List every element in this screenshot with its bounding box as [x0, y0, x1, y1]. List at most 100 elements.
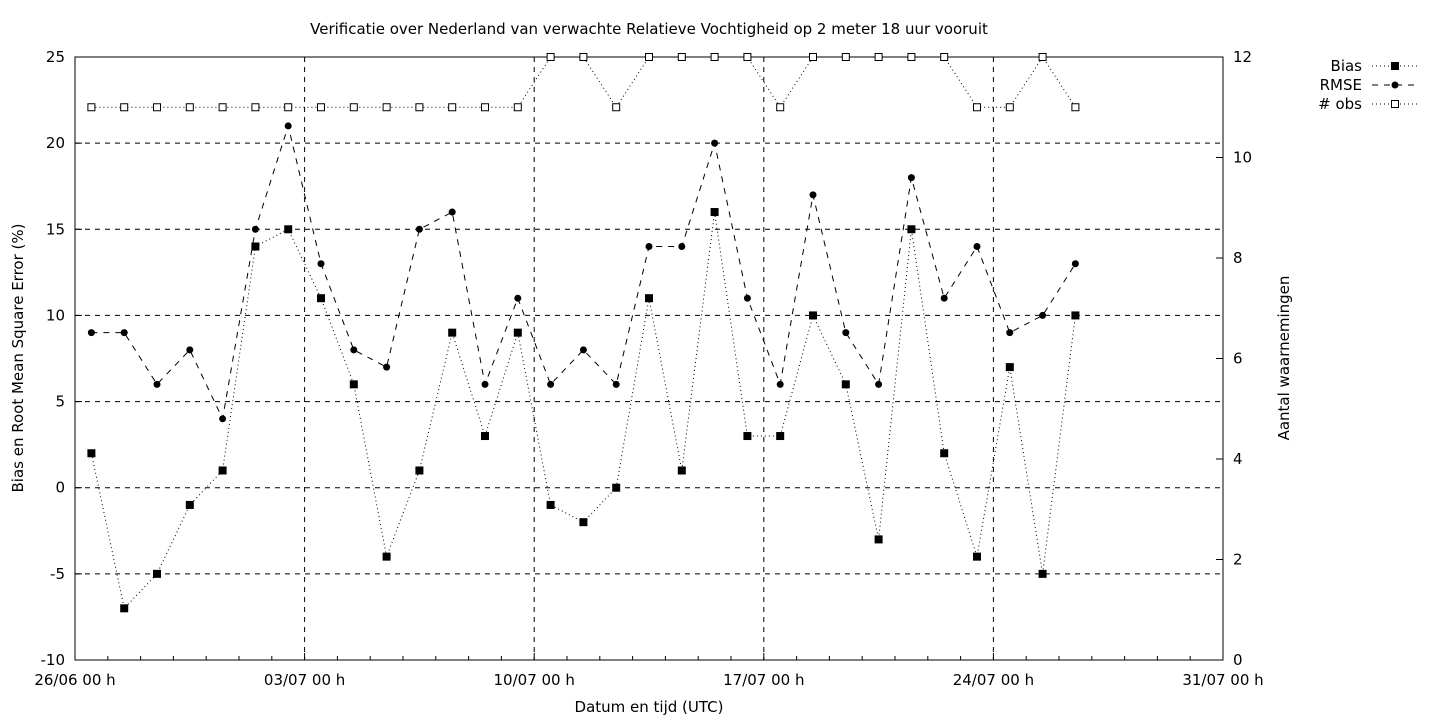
data-point	[645, 294, 653, 303]
data-point	[710, 208, 719, 217]
data-point	[612, 103, 621, 112]
data-point	[842, 329, 850, 337]
data-point	[1038, 569, 1047, 578]
data-point	[1005, 103, 1014, 112]
data-point	[875, 380, 883, 388]
y-tick-label: 10	[46, 306, 65, 324]
y2-tick-label: 2	[1233, 551, 1243, 569]
data-point	[841, 53, 850, 61]
data-point	[973, 243, 981, 251]
data-point	[776, 432, 785, 441]
data-point	[251, 242, 260, 251]
legend-marker	[1391, 100, 1399, 108]
data-point	[809, 53, 817, 61]
data-point	[284, 122, 292, 130]
data-point	[153, 103, 161, 112]
x-tick-label: 10/07 00 h	[494, 671, 575, 689]
data-point	[120, 604, 129, 613]
data-point	[349, 103, 358, 112]
data-point	[612, 380, 620, 388]
y-tick-label: 0	[55, 479, 65, 497]
data-point	[579, 518, 588, 527]
data-point	[481, 103, 489, 112]
legend-label: RMSE	[1320, 76, 1362, 94]
data-point	[809, 311, 817, 320]
data-point	[153, 380, 161, 388]
chart-title: Verificatie over Nederland van verwachte…	[310, 20, 988, 38]
data-point	[874, 53, 883, 61]
x-axis-label: Datum en tijd (UTC)	[575, 698, 724, 716]
y2-tick-label: 8	[1233, 249, 1243, 267]
data-point	[874, 535, 883, 544]
data-point	[809, 191, 817, 199]
series-2	[87, 53, 1080, 112]
data-point	[317, 260, 325, 268]
y2-tick-label: 4	[1233, 450, 1243, 468]
data-point	[1071, 311, 1080, 320]
y2-tick-label: 12	[1233, 48, 1252, 66]
data-point	[87, 329, 95, 337]
data-point	[218, 103, 227, 112]
grid	[75, 57, 1223, 660]
data-point	[612, 483, 621, 492]
data-point	[546, 53, 555, 61]
data-point	[513, 328, 522, 337]
data-point	[120, 103, 129, 112]
data-point	[743, 53, 752, 61]
data-point	[1038, 53, 1047, 61]
y2-tick-label: 10	[1233, 149, 1252, 167]
data-point	[317, 103, 325, 112]
series-line	[91, 56, 1076, 109]
data-point	[87, 103, 96, 112]
data-point	[645, 53, 653, 61]
data-point	[973, 552, 981, 561]
data-point	[1071, 103, 1080, 112]
data-point	[841, 380, 850, 389]
data-point	[448, 208, 456, 216]
data-point	[743, 294, 751, 302]
data-point	[940, 294, 948, 302]
data-point	[350, 346, 358, 354]
x-tick-label: 31/07 00 h	[1182, 671, 1263, 689]
data-point	[907, 225, 916, 234]
series-1	[87, 122, 1079, 423]
y-axis-label: Bias en Root Mean Square Error (%)	[9, 224, 27, 493]
y2-tick-label: 6	[1233, 350, 1243, 368]
data-point	[940, 53, 949, 61]
series-0	[87, 208, 1080, 613]
data-point	[415, 103, 424, 112]
data-point	[940, 449, 949, 458]
data-point	[677, 53, 686, 61]
x-tick-label: 26/06 00 h	[34, 671, 115, 689]
data-point	[481, 432, 489, 441]
data-point	[87, 449, 96, 458]
data-point	[251, 225, 259, 233]
data-point	[547, 380, 555, 388]
data-point	[776, 103, 785, 112]
data-point	[448, 328, 457, 337]
axes: -10 -5 0 5 10 15 20 25 0 2 4 6 8 10 12 26/06 00 h 03/07 …	[34, 48, 1263, 689]
data-point	[579, 346, 587, 354]
data-point	[481, 380, 489, 388]
data-point	[349, 380, 358, 389]
data-point	[907, 53, 916, 61]
data-point	[415, 225, 423, 233]
data-point	[776, 380, 784, 388]
data-point	[677, 466, 686, 475]
data-point	[382, 552, 391, 561]
series-layer	[87, 53, 1080, 613]
data-point	[546, 500, 555, 509]
data-point	[973, 103, 981, 112]
legend-label: # obs	[1318, 95, 1362, 113]
data-point	[513, 103, 522, 112]
legend-marker	[1391, 81, 1399, 89]
data-point	[186, 346, 194, 354]
y-tick-label: -10	[41, 651, 66, 669]
data-point	[153, 569, 161, 578]
y-tick-label: -5	[50, 565, 65, 583]
data-point	[120, 329, 128, 337]
data-point	[284, 103, 293, 112]
y2-tick-label: 0	[1233, 651, 1243, 669]
legend-label: Bias	[1331, 57, 1363, 75]
